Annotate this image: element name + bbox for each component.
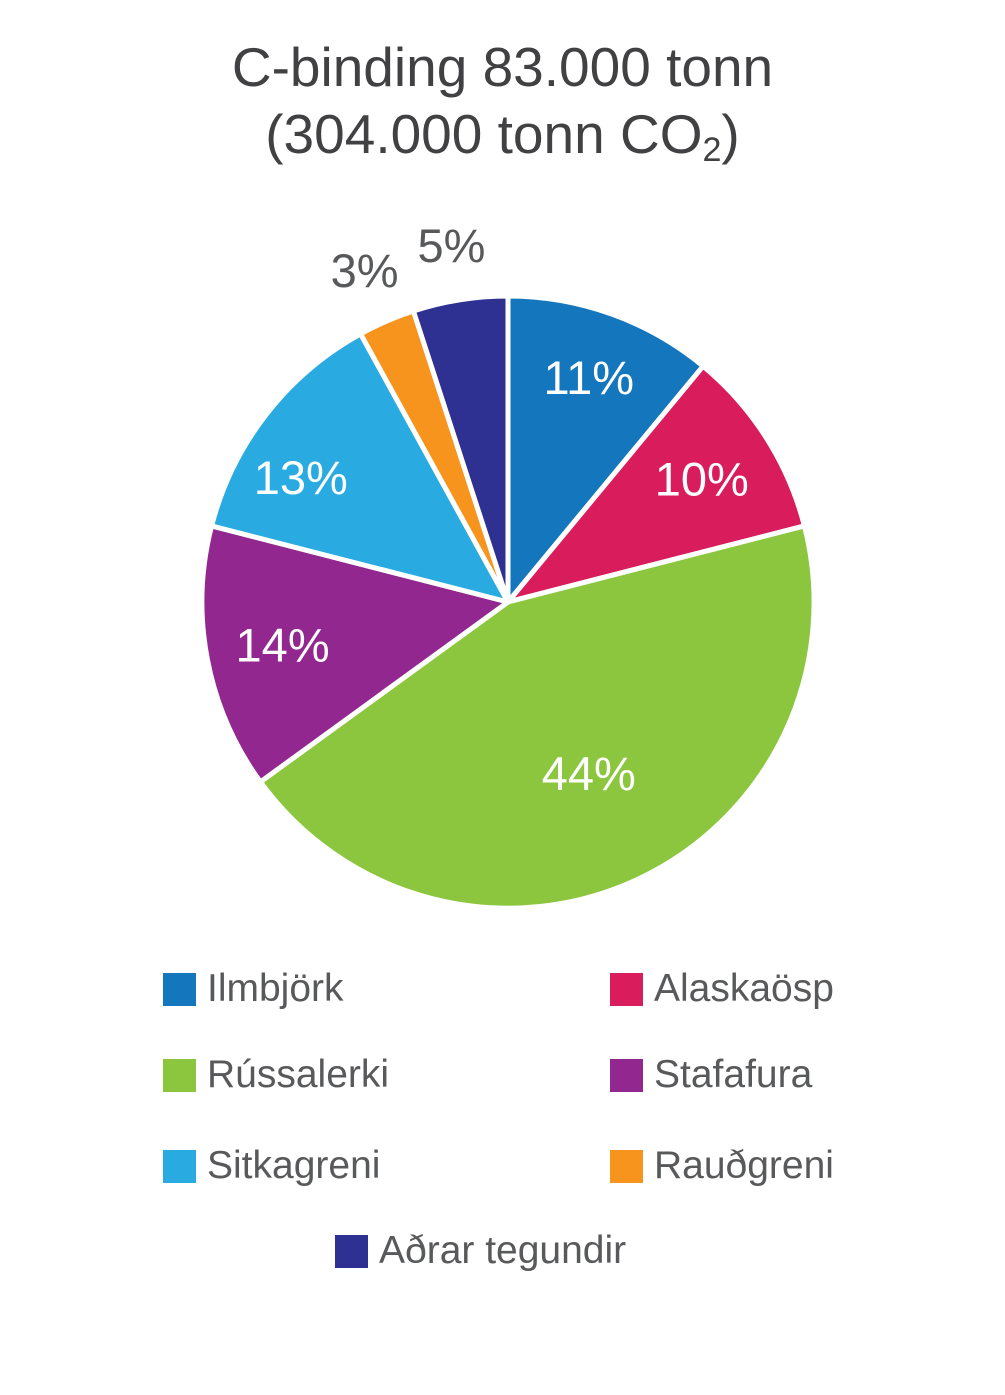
pie-slice-sitkagreni <box>209 331 511 605</box>
legend-label-stafafura: Stafafura <box>654 1053 813 1096</box>
chart-title: C-binding 83.000 tonn (304.000 tonn CO2) <box>0 34 1005 176</box>
legend-item-ilmbjork: Ilmbjörk <box>163 967 344 1011</box>
pie-slice-stafafura <box>199 523 511 785</box>
legend-swatch-raudgreni <box>610 1149 643 1183</box>
legend-label-raudgreni: Rauðgreni <box>654 1144 834 1187</box>
pie-slice-russalerki <box>257 523 817 911</box>
chart-title-line2: (304.000 tonn CO2) <box>265 103 740 169</box>
pie-pct-label-sitkagreni: 13% <box>254 451 348 504</box>
legend-swatch-adrar-tegundir <box>335 1234 368 1268</box>
pie-slice-ilmbjork <box>505 293 706 605</box>
legend-item-stafafura: Stafafura <box>610 1053 812 1097</box>
legend-item-alaskaosp: Alaskaösp <box>610 967 834 1011</box>
legend-label-sitkagreni: Sitkagreni <box>207 1144 381 1187</box>
legend-label-alaskaosp: Alaskaösp <box>654 967 834 1010</box>
co2-subscript: 2 <box>702 130 722 169</box>
legend-label-ilmbjork: Ilmbjörk <box>207 967 344 1010</box>
legend-label-adrar-tegundir: Aðrar tegundir <box>379 1229 627 1272</box>
legend-item-adrar-tegundir: Aðrar tegundir <box>335 1229 626 1273</box>
legend-swatch-alaskaosp <box>610 972 643 1006</box>
pie-pct-label-russalerki: 44% <box>542 747 636 800</box>
legend-swatch-ilmbjork <box>163 972 196 1006</box>
pie-pct-label-raudgreni: 3% <box>331 244 399 297</box>
pie-pct-label-adrar-tegundir: 5% <box>418 219 486 272</box>
chart-title-line1: C-binding 83.000 tonn <box>231 36 774 98</box>
pie-pct-label-ilmbjork: 11% <box>544 351 635 404</box>
pie-pct-label-alaskaosp: 10% <box>655 453 749 506</box>
legend-swatch-russalerki <box>163 1058 196 1092</box>
pie-slice-adrar-tegundir <box>410 293 511 605</box>
legend-item-sitkagreni: Sitkagreni <box>163 1144 380 1188</box>
legend-swatch-sitkagreni <box>163 1149 196 1183</box>
legend-item-raudgreni: Rauðgreni <box>610 1144 834 1188</box>
legend-label-russalerki: Rússalerki <box>207 1053 390 1096</box>
legend-swatch-stafafura <box>610 1058 643 1092</box>
pie-pct-label-stafafura: 14% <box>236 619 330 672</box>
legend-item-russalerki: Rússalerki <box>163 1053 389 1097</box>
